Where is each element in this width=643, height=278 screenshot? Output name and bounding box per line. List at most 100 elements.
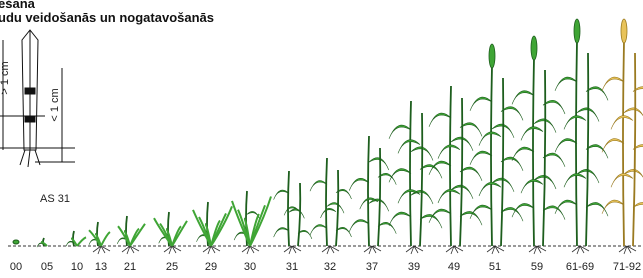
plant-part bbox=[298, 183, 300, 246]
plant bbox=[602, 19, 643, 254]
plant-part bbox=[543, 153, 565, 167]
plant-part bbox=[512, 203, 534, 217]
plant bbox=[274, 171, 312, 254]
plant-part bbox=[130, 224, 145, 246]
plant-part bbox=[203, 246, 220, 254]
plant bbox=[154, 212, 187, 254]
plant-part bbox=[122, 246, 139, 254]
plant-part bbox=[310, 225, 327, 236]
plant-part bbox=[298, 230, 312, 239]
inset-label: < 1 cm bbox=[49, 88, 61, 121]
stage-label: 10 bbox=[71, 261, 83, 273]
plant-part bbox=[619, 246, 636, 254]
plant-part bbox=[460, 123, 482, 137]
stage-label: 61-69 bbox=[566, 261, 594, 273]
stage-label: 37 bbox=[366, 261, 378, 273]
plant-part bbox=[479, 132, 501, 146]
stage-label: 30 bbox=[244, 261, 256, 273]
plant-part bbox=[489, 44, 495, 68]
plant-part bbox=[349, 178, 369, 190]
plant-part bbox=[378, 222, 396, 233]
plant-part bbox=[429, 209, 451, 223]
plant-part bbox=[531, 36, 537, 60]
plant-part bbox=[250, 197, 271, 247]
plant-part bbox=[284, 246, 301, 254]
plant-part bbox=[420, 113, 422, 246]
plant-part bbox=[93, 246, 110, 254]
plant-part bbox=[368, 136, 369, 246]
stage-label: 13 bbox=[95, 261, 107, 273]
stage-label: 29 bbox=[205, 261, 217, 273]
plant-part bbox=[460, 211, 482, 225]
plant-part bbox=[438, 145, 460, 159]
plant bbox=[555, 19, 608, 254]
plant-part bbox=[487, 246, 504, 254]
plant-part bbox=[624, 108, 643, 122]
plant-part bbox=[211, 206, 232, 246]
stage-label: 21 bbox=[124, 261, 136, 273]
stem-inset bbox=[0, 30, 75, 167]
stage-label: 32 bbox=[324, 261, 336, 273]
inset-label: > 1 cm bbox=[0, 61, 11, 94]
plant-part bbox=[398, 190, 420, 204]
plant-part bbox=[193, 210, 211, 246]
plant-part bbox=[529, 246, 546, 254]
stage-label: 71-92 bbox=[613, 261, 641, 273]
plant-part bbox=[564, 116, 586, 130]
plant-part bbox=[154, 218, 172, 246]
plant bbox=[66, 231, 86, 246]
plant-part bbox=[602, 77, 624, 91]
plant-part bbox=[611, 116, 633, 130]
plant-part bbox=[555, 200, 577, 214]
plant-part bbox=[543, 206, 565, 220]
stage-label: 31 bbox=[286, 261, 298, 273]
growth-stage-diagram: ešana udu veidošanās un nogatavošanās > … bbox=[0, 0, 643, 278]
plant-part bbox=[611, 174, 633, 188]
plant-part bbox=[621, 19, 627, 43]
plant-part bbox=[602, 200, 624, 214]
plant-part bbox=[543, 100, 565, 114]
plant-part bbox=[470, 151, 492, 165]
plant bbox=[470, 44, 523, 254]
plant-part bbox=[101, 232, 110, 246]
plant bbox=[89, 222, 110, 254]
plant-part bbox=[242, 246, 259, 254]
plant-part bbox=[73, 231, 74, 246]
plant-part bbox=[460, 167, 482, 181]
plant-part bbox=[555, 77, 577, 91]
plant-part bbox=[274, 228, 289, 238]
plant-part bbox=[349, 220, 369, 232]
plant-part bbox=[512, 91, 534, 105]
plant-part bbox=[501, 157, 523, 171]
stage-label: 25 bbox=[166, 261, 178, 273]
plant-part bbox=[501, 107, 523, 121]
plant bbox=[117, 216, 145, 254]
title-line: udu veidošanās un nogatavošanās bbox=[0, 10, 214, 25]
plant-part bbox=[321, 208, 337, 218]
plant-part bbox=[555, 139, 577, 153]
plant-part bbox=[369, 158, 389, 170]
stage-label: 00 bbox=[10, 261, 22, 273]
plant-part bbox=[521, 179, 543, 193]
stage-label: 59 bbox=[531, 261, 543, 273]
plant-part bbox=[89, 230, 101, 246]
plant-part bbox=[438, 189, 460, 203]
plant-part bbox=[310, 181, 327, 192]
plant-part bbox=[118, 226, 130, 246]
plant-part bbox=[446, 246, 463, 254]
plant-part bbox=[586, 87, 608, 101]
plant-part bbox=[398, 140, 420, 154]
plant bbox=[389, 101, 442, 254]
plant-part bbox=[429, 161, 451, 175]
plant-part bbox=[364, 246, 381, 254]
plant-part bbox=[479, 182, 501, 196]
plant bbox=[13, 240, 19, 244]
plant-part bbox=[13, 240, 19, 244]
plant-part bbox=[574, 19, 580, 43]
plant-part bbox=[501, 207, 523, 221]
plant-part bbox=[420, 214, 442, 228]
stage-label: 51 bbox=[489, 261, 501, 273]
inset-caption: AS 31 bbox=[40, 193, 70, 205]
plant-part bbox=[420, 165, 442, 179]
plant-part bbox=[172, 221, 187, 246]
